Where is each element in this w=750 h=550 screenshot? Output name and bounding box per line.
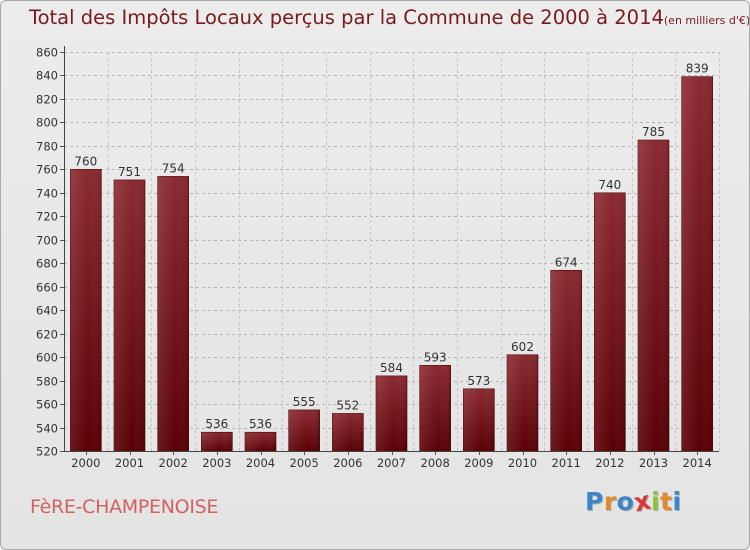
bars-group: 760 751 754 536 536 555 552 584 593 573 602 674 740 7…: [70, 62, 713, 452]
chart-title: Total des Impôts Locaux perçus par la Co…: [29, 6, 750, 29]
x-tick-label: 2000: [71, 456, 100, 470]
y-tick-label: 780: [36, 140, 58, 154]
y-tick-label: 840: [36, 69, 58, 83]
logo-letter: r: [603, 487, 617, 516]
chart-title-main: Total des Impôts Locaux perçus par la Co…: [29, 6, 664, 29]
bar-value-label: 584: [380, 361, 403, 375]
x-tick-label: 2010: [508, 456, 537, 470]
x-tick-label: 2012: [595, 456, 624, 470]
bar-value-label: 674: [555, 255, 578, 269]
logo-letter: i: [651, 487, 661, 516]
x-tick-label: 2005: [290, 456, 319, 470]
x-tick-label: 2009: [464, 456, 493, 470]
bar-shine: [594, 192, 626, 451]
bar-shine: [507, 354, 538, 451]
x-tick-label: 2011: [552, 456, 581, 470]
axes-group: 5205405605806006206406606807007207407607…: [36, 46, 719, 470]
bar-shine: [550, 270, 582, 451]
x-tick-label: 2002: [159, 456, 188, 470]
y-tick-label: 680: [36, 257, 58, 271]
bar-value-label: 751: [118, 165, 141, 179]
bar-shine: [201, 432, 233, 451]
logo-letter: i: [672, 487, 682, 516]
y-tick-label: 580: [36, 375, 58, 389]
bar-shine: [638, 140, 669, 451]
proxiti-logo: Proxiti: [585, 486, 682, 518]
bar-value-label: 602: [511, 340, 534, 354]
bar-value-label: 552: [336, 398, 359, 412]
bar-value-label: 760: [74, 154, 97, 168]
x-tick-label: 2007: [377, 456, 406, 470]
x-tick-label: 2014: [683, 456, 712, 470]
y-tick-label: 560: [36, 398, 58, 412]
y-tick-label: 740: [36, 187, 58, 201]
y-tick-label: 600: [36, 351, 58, 365]
commune-name: FèRE-CHAMPENOISE: [30, 496, 219, 518]
x-tick-label: 2013: [639, 456, 668, 470]
logo-letter: o: [616, 487, 635, 516]
bar-shine: [70, 169, 102, 451]
x-tick-label: 2001: [115, 456, 144, 470]
chart-unit: (en milliers d'€): [663, 14, 750, 27]
logo-letter: P: [585, 487, 604, 516]
bar-value-label: 536: [205, 417, 228, 431]
bar-value-label: 839: [686, 62, 709, 76]
x-tick-label: 2004: [246, 456, 275, 470]
bar-shine: [376, 375, 407, 451]
y-tick-label: 620: [36, 328, 58, 342]
logo-letter: t: [660, 487, 673, 516]
bar-value-label: 536: [249, 417, 272, 431]
y-tick-label: 540: [36, 422, 58, 436]
y-tick-label: 800: [36, 116, 58, 130]
x-tick-label: 2006: [333, 456, 362, 470]
bar-value-label: 785: [642, 125, 665, 139]
bar-shine: [681, 76, 713, 452]
bar-shine: [288, 409, 320, 451]
y-tick-label: 760: [36, 163, 58, 177]
bar-shine: [245, 432, 276, 451]
y-tick-label: 860: [36, 46, 58, 60]
bar-value-label: 593: [424, 350, 447, 364]
bar-value-label: 740: [598, 178, 621, 192]
bar-value-label: 754: [162, 161, 185, 175]
y-tick-label: 520: [36, 445, 58, 459]
x-tick-label: 2003: [202, 456, 231, 470]
y-tick-label: 700: [36, 234, 58, 248]
y-tick-label: 720: [36, 210, 58, 224]
y-tick-label: 640: [36, 304, 58, 318]
bar-value-label: 573: [467, 374, 490, 388]
bar-shine: [332, 413, 364, 451]
y-tick-label: 660: [36, 281, 58, 295]
bar-shine: [114, 179, 145, 451]
bar-value-label: 555: [293, 395, 316, 409]
bar-shine: [419, 365, 451, 451]
x-tick-label: 2008: [421, 456, 450, 470]
bar-shine: [463, 388, 495, 451]
y-tick-label: 820: [36, 93, 58, 107]
bar-shine: [157, 176, 189, 452]
